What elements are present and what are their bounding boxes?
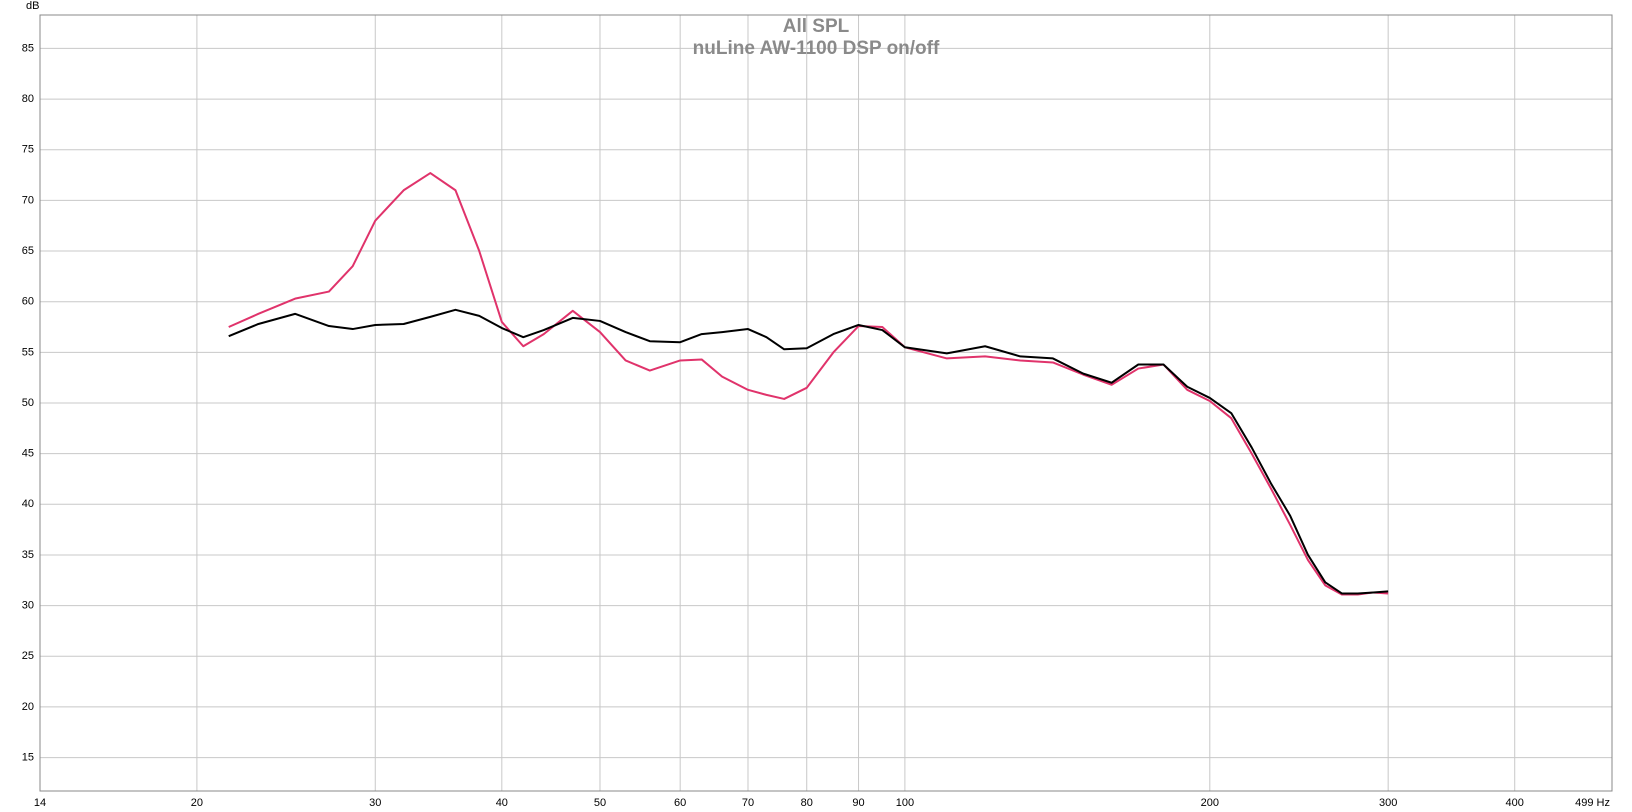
x-tick-label: 30 bbox=[369, 797, 381, 809]
grid bbox=[39, 15, 1613, 791]
x-tick-label: 20 bbox=[191, 797, 203, 809]
y-axis-label: dB bbox=[26, 0, 39, 12]
x-tick-label: 100 bbox=[896, 797, 914, 809]
y-tick-label: 45 bbox=[22, 448, 34, 460]
y-tick-label: 80 bbox=[22, 93, 34, 105]
chart-title: All SPL bbox=[783, 16, 850, 37]
y-tick-label: 60 bbox=[22, 296, 34, 308]
x-tick-label: 60 bbox=[674, 797, 686, 809]
y-tick-label: 55 bbox=[22, 346, 34, 358]
y-tick-label: 50 bbox=[22, 397, 34, 409]
y-tick-label: 35 bbox=[22, 549, 34, 561]
x-tick-label: 80 bbox=[801, 797, 813, 809]
chart-subtitle: nuLine AW-1100 DSP on/off bbox=[693, 38, 940, 59]
y-tick-label: 25 bbox=[22, 650, 34, 662]
data-line bbox=[228, 172, 1389, 596]
x-tick-label: 90 bbox=[852, 797, 864, 809]
y-tick-label: 30 bbox=[22, 600, 34, 612]
x-tick-label: 200 bbox=[1201, 797, 1219, 809]
x-tick-label: 300 bbox=[1379, 797, 1397, 809]
y-tick-label: 65 bbox=[22, 245, 34, 257]
y-tick-label: 20 bbox=[22, 701, 34, 713]
y-tick-label: 15 bbox=[22, 751, 34, 763]
x-tick-label: 14 bbox=[34, 797, 46, 809]
x-tick-label: 499 Hz bbox=[1575, 797, 1610, 809]
y-tick-label: 75 bbox=[22, 144, 34, 156]
x-tick-label: 40 bbox=[496, 797, 508, 809]
y-tick-label: 85 bbox=[22, 42, 34, 54]
x-tick-label: 50 bbox=[594, 797, 606, 809]
x-tick-label: 400 bbox=[1506, 797, 1524, 809]
x-tick-label: 70 bbox=[742, 797, 754, 809]
data-line bbox=[228, 308, 1389, 595]
plot-frame bbox=[39, 14, 1613, 792]
y-tick-label: 40 bbox=[22, 498, 34, 510]
y-tick-label: 70 bbox=[22, 194, 34, 206]
